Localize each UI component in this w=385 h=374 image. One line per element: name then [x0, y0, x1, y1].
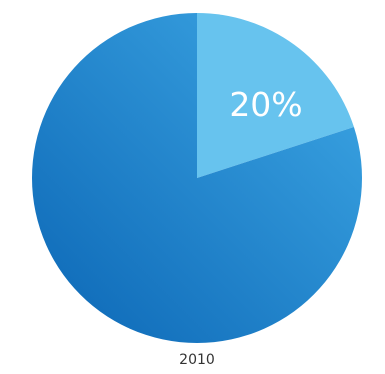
pie-slices [31, 13, 362, 343]
slice-label-20-percent: 20% [229, 85, 302, 124]
pie-slice-80-percent [31, 13, 362, 343]
pie-slice-20-percent [197, 13, 354, 178]
category-label: 2010 [179, 352, 215, 368]
